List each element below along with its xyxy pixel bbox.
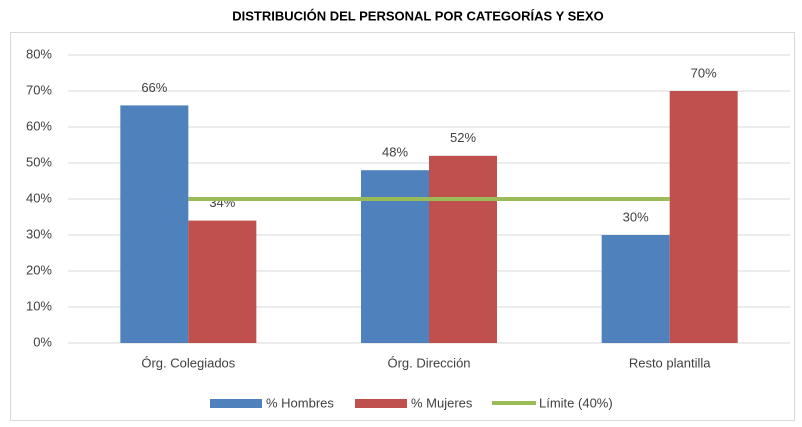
legend-label: Límite (40%) xyxy=(539,395,613,410)
bar xyxy=(601,235,670,343)
x-tick-label: Resto plantilla xyxy=(629,355,711,370)
y-tick-label: 70% xyxy=(26,82,52,97)
y-tick-label: 30% xyxy=(26,226,52,241)
chart-title: DISTRIBUCIÓN DEL PERSONAL POR CATEGORÍAS… xyxy=(232,8,604,23)
bar xyxy=(120,105,189,344)
legend-label: % Hombres xyxy=(266,395,334,410)
y-tick-label: 10% xyxy=(26,298,52,313)
bar xyxy=(188,220,257,343)
legend-swatch xyxy=(355,399,407,408)
y-tick-label: 40% xyxy=(26,190,52,205)
bar xyxy=(361,170,429,343)
value-label: 70% xyxy=(691,65,717,80)
legend-swatch xyxy=(210,399,262,408)
value-label: 48% xyxy=(382,145,408,160)
bar xyxy=(429,155,497,343)
y-tick-label: 60% xyxy=(26,118,52,133)
legend-label: % Mujeres xyxy=(411,395,473,410)
y-tick-label: 20% xyxy=(26,262,52,277)
x-tick-label: Órg. Dirección xyxy=(387,355,470,370)
value-label: 52% xyxy=(450,130,476,145)
value-label: 66% xyxy=(141,80,167,95)
x-tick-label: Órg. Colegiados xyxy=(141,355,235,370)
bar xyxy=(669,91,738,343)
value-label: 30% xyxy=(623,209,649,224)
y-tick-label: 50% xyxy=(26,154,52,169)
y-tick-label: 0% xyxy=(33,334,52,349)
y-tick-label: 80% xyxy=(26,46,52,61)
